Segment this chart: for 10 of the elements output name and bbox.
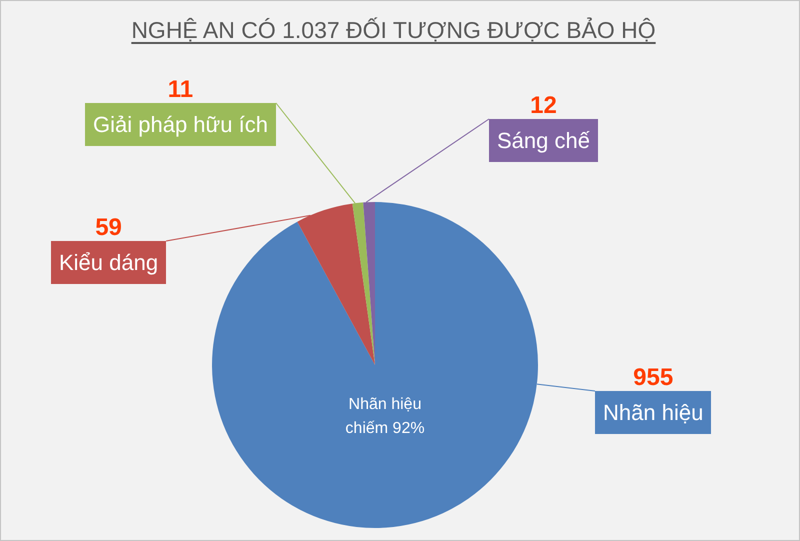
text: Nhãn hiệu chiếm 92% bbox=[344, 395, 426, 439]
data-label: 11 bbox=[166, 76, 194, 103]
slice-label: Nhãn hiệu bbox=[595, 391, 712, 434]
chart-title: NGHỆ AN CÓ 1.037 ĐỐI TƯỢNG ĐƯỢC BẢO HỘ bbox=[130, 17, 657, 44]
data-label: 955 bbox=[632, 364, 674, 391]
slice-label: Giải pháp hữu ích bbox=[85, 103, 276, 146]
data-label: 12 bbox=[529, 92, 558, 119]
slice-label: Kiểu dáng bbox=[51, 241, 166, 284]
slice-label: Sáng chế bbox=[489, 119, 598, 162]
data-label: 59 bbox=[94, 214, 123, 241]
